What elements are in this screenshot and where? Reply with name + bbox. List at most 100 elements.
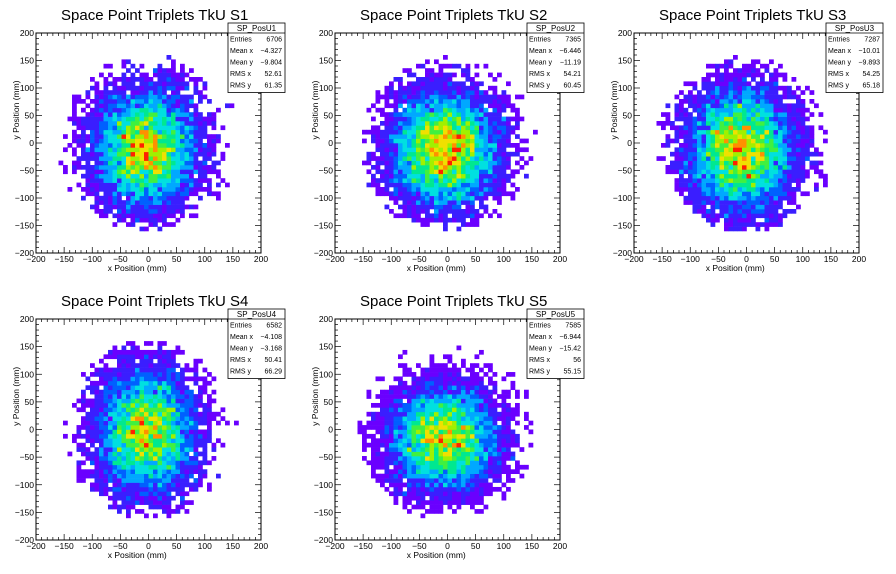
- histogram-bin: [447, 134, 453, 139]
- histogram-bin: [153, 173, 158, 179]
- histogram-bin: [393, 112, 399, 117]
- histogram-bin: [180, 411, 185, 417]
- histogram-bin: [791, 116, 797, 122]
- histogram-bin: [126, 59, 131, 65]
- histogram-bin: [85, 103, 91, 109]
- histogram-bin: [126, 358, 131, 364]
- histogram-bin: [773, 191, 779, 197]
- histogram-bin: [737, 147, 743, 153]
- histogram-bin: [108, 385, 113, 391]
- histogram-bin: [144, 513, 149, 519]
- histogram-bin: [742, 217, 747, 223]
- histogram-bin: [121, 411, 127, 417]
- histogram-bin: [81, 442, 86, 448]
- histogram-bin: [85, 469, 91, 474]
- histogram-bin: [724, 134, 729, 139]
- histogram-bin: [121, 407, 127, 413]
- histogram-bin: [375, 107, 381, 113]
- histogram-bin: [443, 156, 448, 161]
- histogram-bin: [434, 138, 439, 144]
- histogram-bin: [506, 156, 511, 161]
- histogram-bin: [501, 99, 507, 104]
- histogram-bin: [407, 204, 412, 210]
- histogram-bin: [81, 195, 86, 201]
- histogram-bin: [126, 182, 131, 188]
- histogram-bin: [94, 191, 100, 197]
- histogram-bin: [470, 134, 475, 139]
- histogram-bin: [737, 204, 743, 210]
- histogram-bin: [425, 478, 430, 483]
- histogram-bin: [198, 416, 203, 421]
- histogram-bin: [688, 112, 693, 117]
- stats-key: Mean x: [230, 334, 253, 341]
- histogram-bin: [193, 187, 199, 192]
- histogram-bin: [166, 491, 172, 497]
- histogram-bin: [108, 121, 113, 126]
- histogram-bin: [479, 160, 484, 166]
- histogram-bin: [153, 222, 158, 227]
- histogram-bin: [452, 204, 457, 210]
- histogram-bin: [420, 121, 426, 126]
- histogram-bin: [420, 160, 426, 166]
- histogram-bin: [389, 209, 394, 214]
- histogram-bin: [488, 85, 493, 91]
- histogram-bin: [211, 151, 217, 157]
- histogram-bin: [710, 160, 716, 166]
- histogram-bin: [166, 363, 172, 368]
- histogram-bin: [488, 134, 493, 139]
- histogram-bin: [796, 178, 801, 183]
- histogram-bin: [515, 460, 520, 466]
- histogram-bin: [733, 68, 738, 73]
- histogram-bin: [175, 456, 181, 461]
- histogram-bin: [479, 138, 484, 144]
- histogram-bin: [782, 85, 788, 91]
- histogram-bin: [180, 376, 185, 382]
- histogram-bin: [769, 147, 774, 153]
- histogram-bin: [184, 433, 190, 439]
- histogram-bin: [411, 491, 417, 497]
- histogram-bin: [103, 125, 109, 131]
- histogram-bin: [483, 204, 489, 210]
- histogram-bin: [461, 165, 466, 170]
- histogram-bin: [443, 456, 448, 461]
- histogram-bin: [175, 129, 181, 135]
- histogram-bin: [130, 385, 136, 391]
- histogram-bin: [166, 121, 172, 126]
- histogram-bin: [443, 116, 448, 122]
- histogram-bin: [85, 165, 91, 170]
- histogram-bin: [389, 178, 394, 183]
- histogram-bin: [94, 90, 100, 95]
- histogram-bin: [108, 160, 113, 166]
- histogram-bin: [796, 94, 801, 100]
- histogram-bin: [402, 90, 408, 95]
- histogram-bin: [479, 81, 484, 87]
- histogram-bin: [488, 464, 493, 470]
- histogram-bin: [411, 464, 417, 470]
- stats-value: 66.29: [264, 369, 282, 376]
- histogram-bin: [692, 116, 698, 122]
- histogram-bin: [166, 420, 172, 426]
- histogram-bin: [366, 182, 372, 188]
- histogram-bin: [416, 169, 421, 175]
- histogram-bin: [452, 456, 457, 461]
- histogram-bin: [171, 195, 176, 201]
- histogram-bin: [416, 456, 421, 461]
- histogram-bin: [760, 165, 765, 170]
- stats-value: −4.327: [260, 48, 282, 55]
- histogram-bin: [153, 394, 158, 399]
- histogram-bin: [103, 460, 109, 466]
- histogram-bin: [665, 116, 671, 122]
- histogram-bin: [683, 195, 689, 201]
- histogram-bin: [465, 90, 471, 95]
- histogram-bin: [171, 138, 176, 144]
- histogram-bin: [193, 402, 199, 408]
- y-tick-label: 150: [20, 342, 34, 352]
- histogram-bin: [447, 107, 453, 113]
- histogram-bin: [764, 147, 770, 153]
- histogram-bin: [773, 160, 779, 166]
- histogram-bin: [202, 94, 208, 100]
- histogram-bin: [474, 213, 480, 219]
- histogram-bin: [791, 90, 797, 95]
- histogram-bin: [674, 107, 680, 113]
- histogram-bin: [479, 469, 484, 474]
